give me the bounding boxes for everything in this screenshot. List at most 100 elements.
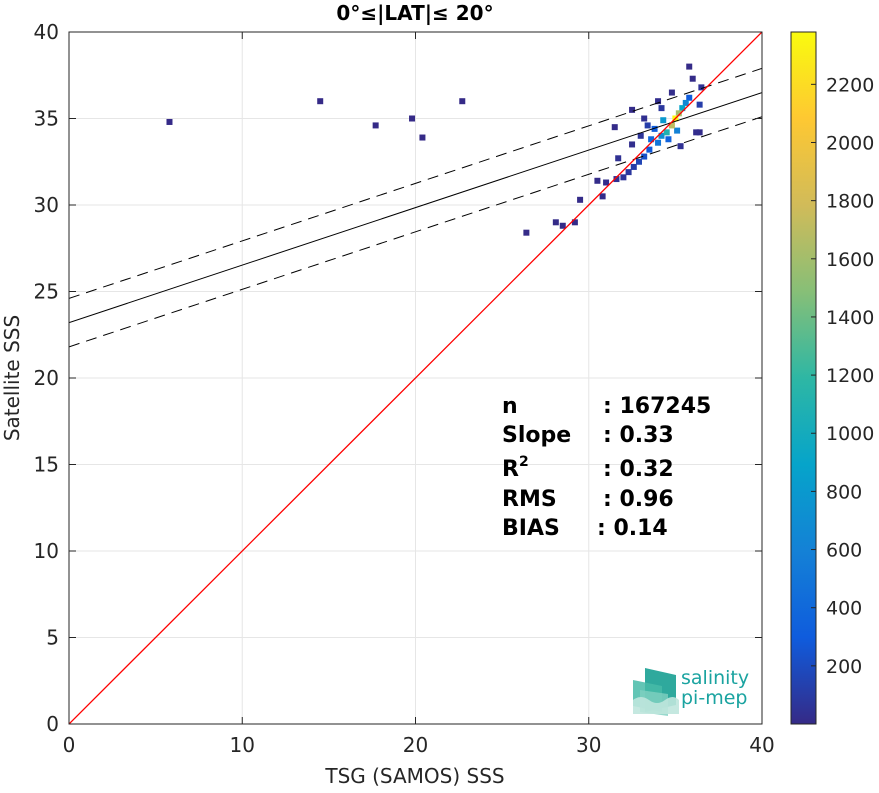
one-to-one-line	[69, 32, 762, 724]
y-tick-label: 35	[34, 107, 59, 131]
y-tick-label: 0	[46, 712, 59, 736]
density-point	[594, 177, 601, 184]
stats-block: n : 167245 Slope : 0.33 R2 : 0.32 RMS : …	[502, 394, 711, 541]
colorbar-tick-label: 800	[826, 481, 862, 503]
colorbar-tick-label: 2000	[826, 132, 874, 154]
stat-slope-value: : 0.33	[603, 423, 674, 448]
density-point	[611, 124, 618, 131]
density-point	[629, 141, 636, 148]
stat-r2-value: : 0.32	[603, 457, 674, 482]
density-point	[665, 136, 672, 143]
logo-wave-icon	[633, 668, 679, 716]
density-point	[571, 219, 578, 226]
density-point	[696, 129, 703, 136]
density-point	[637, 132, 644, 139]
density-point	[166, 118, 173, 125]
stat-n-label: n	[502, 394, 518, 419]
density-point	[668, 89, 675, 96]
density-point	[655, 98, 662, 105]
density-point	[693, 129, 700, 136]
fit-line	[69, 92, 762, 324]
density-point	[372, 122, 379, 129]
regression-lines	[69, 32, 762, 724]
density-point	[651, 125, 658, 132]
colorbar-tick-label: 1800	[826, 191, 874, 213]
density-point	[620, 174, 627, 181]
density-point	[675, 110, 682, 117]
density-point	[459, 98, 466, 105]
density-point	[419, 134, 426, 141]
stat-n-value: : 167245	[603, 394, 711, 419]
fit-lower-bound-line	[69, 116, 762, 348]
y-tick-label: 20	[34, 366, 59, 390]
colorbar-tick-label: 1600	[826, 249, 874, 271]
density-point	[696, 101, 703, 108]
x-tick-label: 40	[749, 733, 774, 757]
x-tick-label: 30	[576, 733, 601, 757]
x-axis-label: TSG (SAMOS) SSS	[324, 764, 504, 788]
density-point	[686, 94, 693, 101]
density-point	[625, 169, 632, 176]
chart-title: 0°≤|LAT|≤ 20°	[336, 1, 493, 25]
density-point	[682, 99, 689, 106]
density-point	[674, 127, 681, 134]
stat-r2-label: R2	[502, 454, 529, 482]
colorbar-tick-label: 2200	[826, 74, 874, 96]
colorbar-tick-label: 600	[826, 540, 862, 562]
density-point	[409, 115, 416, 122]
colorbar-tick-label: 200	[826, 656, 862, 678]
fit-upper-bound-line	[69, 67, 762, 299]
density-point	[644, 122, 651, 129]
density-point	[641, 153, 648, 160]
x-tick-label: 20	[403, 733, 428, 757]
density-point	[648, 136, 655, 143]
y-tick-label: 25	[34, 280, 59, 304]
density-point	[686, 63, 693, 70]
axis-ticks: 0 10 20 30 40 0 5 10 15 20 25 30 35 40	[34, 20, 775, 757]
colorbar-tick-label: 1200	[826, 365, 874, 387]
y-axis-label: Satellite SSS	[0, 315, 24, 441]
density-points	[166, 63, 705, 236]
stat-r2-base: R	[502, 457, 519, 482]
y-tick-label: 15	[34, 453, 59, 477]
density-point	[641, 115, 648, 122]
density-point	[577, 196, 584, 203]
density-point	[655, 139, 662, 146]
density-point	[668, 122, 675, 129]
y-tick-label: 10	[34, 539, 59, 563]
density-point	[599, 193, 606, 200]
density-point	[317, 98, 324, 105]
density-point	[658, 105, 665, 112]
density-point	[679, 105, 686, 112]
colorbar-tick-label: 400	[826, 598, 862, 620]
colorbar-ticks: 200 400 600 800 1000 1200 1400 1600 1800 2000 2200	[811, 74, 874, 678]
density-point	[615, 155, 622, 162]
density-point	[613, 176, 620, 183]
colorbar	[790, 31, 817, 725]
density-point	[559, 222, 566, 229]
density-point	[552, 219, 559, 226]
stat-rms-label: RMS	[502, 487, 557, 512]
stat-rms-value: : 0.96	[603, 487, 674, 512]
density-point	[658, 132, 665, 139]
density-point	[698, 84, 705, 91]
density-point	[677, 143, 684, 150]
density-point	[635, 158, 642, 165]
stat-slope-label: Slope	[502, 423, 571, 448]
density-point	[629, 106, 636, 113]
y-tick-label: 30	[34, 193, 59, 217]
y-tick-label: 5	[46, 626, 59, 650]
colorbar-tick-label: 1000	[826, 423, 874, 445]
logo-text-line2: pi-mep	[681, 687, 747, 709]
density-point	[646, 146, 653, 153]
stat-bias-label: BIAS	[502, 516, 560, 541]
x-tick-label: 0	[63, 733, 76, 757]
density-point	[523, 229, 530, 236]
x-tick-label: 10	[230, 733, 255, 757]
density-point	[660, 117, 667, 124]
salinity-pimep-logo: salinity pi-mep	[633, 667, 749, 716]
density-point	[603, 179, 610, 186]
stat-r2-sup: 2	[519, 454, 529, 470]
